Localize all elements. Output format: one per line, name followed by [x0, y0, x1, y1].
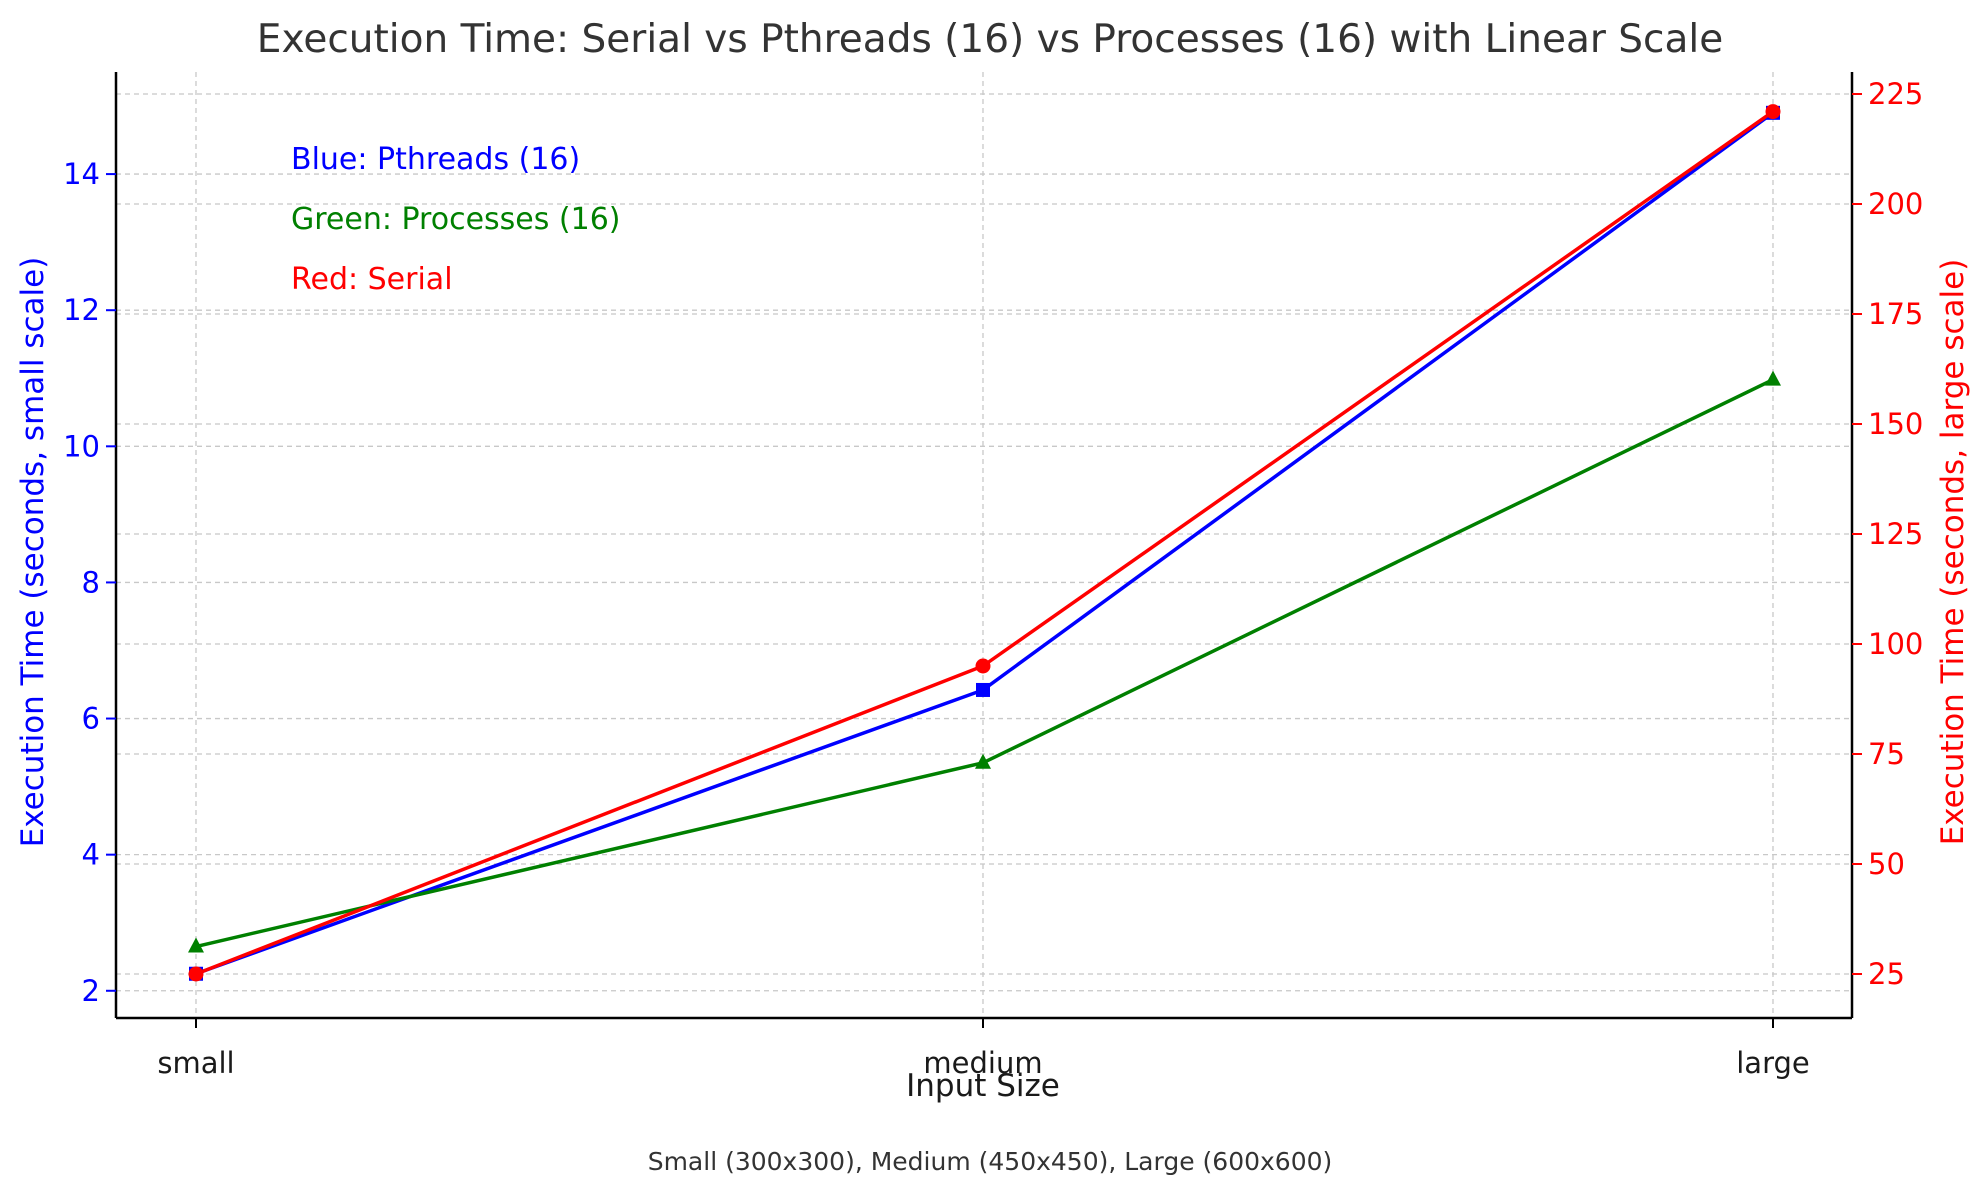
- annotation-processes: Green: Processes (16): [291, 202, 621, 237]
- left-tick-label-1: 4: [82, 838, 100, 872]
- chart-title: Execution Time: Serial vs Pthreads (16) …: [257, 17, 1723, 62]
- right-tick-label-4: 125: [1868, 517, 1923, 551]
- right-tick-label-1: 50: [1868, 847, 1905, 881]
- x-tick-label-small: small: [157, 1046, 234, 1080]
- serial-line: [195, 110, 1775, 976]
- left-tick-label-2: 6: [82, 702, 100, 736]
- processes-point-large: [1765, 370, 1781, 386]
- right-tick-label-7: 200: [1868, 187, 1923, 221]
- annotation-pthreads: Blue: Pthreads (16): [291, 142, 580, 177]
- right-tick-label-5: 150: [1868, 407, 1923, 441]
- left-tick-label-5: 12: [63, 293, 100, 327]
- serial-point-small: [188, 966, 204, 982]
- processes-point-small: [188, 937, 204, 953]
- series: [188, 104, 1781, 982]
- serial-point-large: [1765, 104, 1781, 120]
- right-tick-label-3: 100: [1868, 627, 1923, 661]
- x-tick-label-medium: medium: [923, 1046, 1042, 1080]
- annotations: Blue: Pthreads (16) Green: Processes (16…: [291, 142, 621, 297]
- left-tick-label-4: 10: [63, 429, 100, 463]
- pthreads-line: [195, 111, 1775, 976]
- ticks: 2 4 6 8 10 12 14 25 50 75 100 125 150 175 200 225 small m…: [63, 77, 1923, 1080]
- right-tick-label-2: 75: [1868, 737, 1905, 771]
- left-y-axis-label: Execution Time (seconds, small scale): [15, 257, 51, 848]
- grid: [116, 72, 1852, 1018]
- right-tick-label-0: 25: [1868, 957, 1905, 991]
- left-tick-label-6: 14: [63, 157, 100, 191]
- x-axis-label: Input Size: [906, 1068, 1060, 1104]
- right-y-axis-label: Execution Time (seconds, large scale): [1935, 259, 1971, 846]
- processes-point-medium: [975, 753, 991, 769]
- x-tick-label-large: large: [1736, 1046, 1810, 1080]
- footnote: Small (300x300), Medium (450x450), Large…: [648, 1147, 1333, 1176]
- serial-point-medium: [975, 658, 991, 674]
- right-tick-label-8: 225: [1868, 77, 1923, 111]
- right-tick-label-6: 175: [1868, 297, 1923, 331]
- left-tick-label-0: 2: [82, 974, 100, 1008]
- annotation-serial: Red: Serial: [291, 262, 453, 297]
- pthreads-point-medium: [976, 682, 990, 697]
- left-tick-label-3: 8: [82, 565, 100, 599]
